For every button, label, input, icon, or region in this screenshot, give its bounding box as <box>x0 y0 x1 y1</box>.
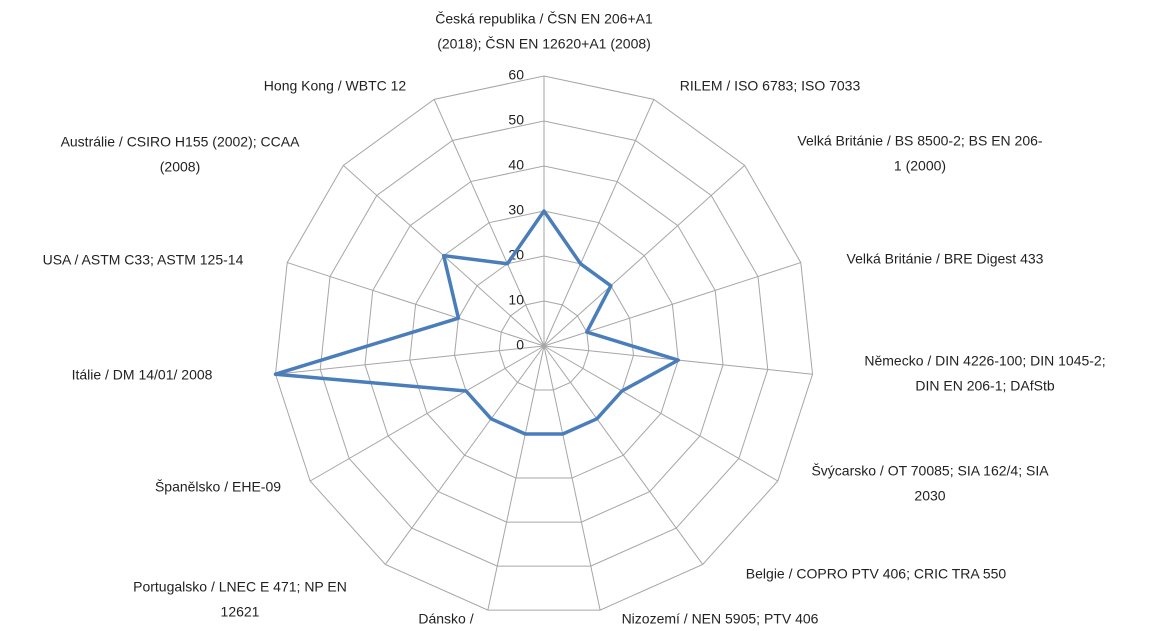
spoke <box>543 99 655 347</box>
y-tick-label: 60 <box>508 67 524 83</box>
spoke <box>543 262 801 347</box>
spoke <box>543 164 745 347</box>
axis-label: Velká Británie / BRE Digest 433 <box>847 251 1044 267</box>
axis-label: Hong Kong / WBTC 12 <box>264 78 407 94</box>
axis-label: Velká Británie / BS 8500-2; BS EN 206- <box>797 133 1042 149</box>
spoke <box>384 345 545 565</box>
spoke <box>487 345 545 611</box>
axis-label: (2008) <box>160 159 200 175</box>
axis-label: RILEM / ISO 6783; ISO 7033 <box>680 78 861 94</box>
y-tick-label: 40 <box>508 157 524 173</box>
spoke <box>543 345 601 611</box>
y-tick-label: 50 <box>508 112 524 128</box>
axis-label: 12621 <box>221 604 260 620</box>
y-tick-label: 10 <box>508 292 524 308</box>
axis-label: USA / ASTM C33; ASTM 125-14 <box>43 252 244 268</box>
spoke <box>287 262 545 347</box>
spoke <box>309 345 545 482</box>
axis-label: Itálie / DM 14/01/ 2008 <box>72 367 213 383</box>
axis-label: Nizozemí / NEN 5905; PTV 406 <box>622 611 819 627</box>
axis-label: (2018); ČSN EN 12620+A1 (2008) <box>437 36 651 52</box>
axis-label: Německo / DIN 4226-100; DIN 1045-2; <box>864 353 1105 369</box>
data-line <box>273 209 681 436</box>
spoke <box>275 345 545 375</box>
y-tick-label: 0 <box>516 337 524 353</box>
grid-ring <box>409 210 679 479</box>
axis-label: Dánsko / <box>418 611 473 627</box>
axis-label: 1 (2000) <box>894 158 946 174</box>
axis-label: Austrálie / CSIRO H155 (2002); CCAA <box>61 134 301 150</box>
axis-label: Švýcarsko / OT 70085; SIA 162/4; SIA <box>811 463 1049 479</box>
axis-label: 2030 <box>914 488 945 504</box>
grid-ring <box>274 75 814 611</box>
spoke <box>543 345 779 482</box>
spoke <box>433 99 545 347</box>
spoke <box>543 345 704 565</box>
axis-label: Španělsko / EHE-09 <box>155 479 281 495</box>
axis-label: Portugalsko / LNEC E 471; NP EN <box>133 579 347 595</box>
y-tick-label: 30 <box>508 202 524 218</box>
axis-label: Česká republika / ČSN EN 206+A1 <box>435 11 653 27</box>
axis-label: Belgie / COPRO PTV 406; CRIC TRA 550 <box>746 566 1007 582</box>
grid-ring <box>319 120 769 567</box>
grid-ring <box>498 300 590 391</box>
grid-ring <box>364 165 724 523</box>
axis-label: DIN EN 206-1; DAfStb <box>915 378 1054 394</box>
